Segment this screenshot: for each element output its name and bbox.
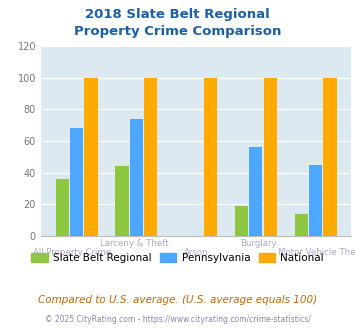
Bar (249, 148, 262, 236)
Bar (70, 128, 83, 236)
Bar (309, 165, 322, 236)
Text: Burglary: Burglary (240, 239, 277, 248)
Bar (144, 78, 157, 236)
Bar (204, 78, 217, 236)
Bar (295, 214, 308, 236)
Text: Arson: Arson (184, 248, 208, 257)
Text: Motor Vehicle Theft: Motor Vehicle Theft (278, 248, 355, 257)
Bar (235, 206, 248, 236)
Bar (130, 119, 143, 236)
Bar (56, 179, 69, 236)
Bar (84, 78, 98, 236)
Text: Larceny & Theft: Larceny & Theft (100, 239, 168, 248)
Text: Compared to U.S. average. (U.S. average equals 100): Compared to U.S. average. (U.S. average … (38, 295, 317, 305)
Bar (323, 78, 337, 236)
Text: All Property Crime: All Property Crime (33, 248, 111, 257)
Text: © 2025 CityRating.com - https://www.cityrating.com/crime-statistics/: © 2025 CityRating.com - https://www.city… (45, 315, 310, 324)
Legend: Slate Belt Regional, Pennsylvania, National: Slate Belt Regional, Pennsylvania, Natio… (27, 248, 328, 267)
Text: 2018 Slate Belt Regional
Property Crime Comparison: 2018 Slate Belt Regional Property Crime … (74, 8, 281, 38)
Bar (264, 78, 277, 236)
Bar (115, 166, 129, 236)
